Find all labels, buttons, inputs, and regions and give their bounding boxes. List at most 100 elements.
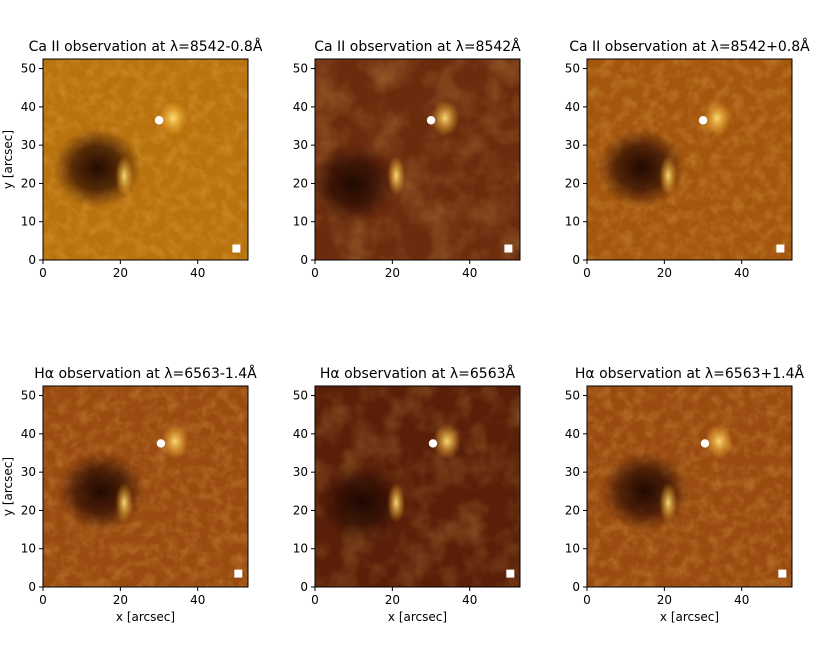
x-tick-label: 20 (657, 593, 672, 607)
x-tick-label: 40 (462, 266, 477, 280)
sunspot-umbra (601, 451, 690, 532)
sunspot-umbra (317, 462, 406, 543)
x-tick-label: 0 (583, 593, 591, 607)
x-tick-label: 20 (385, 266, 400, 280)
y-tick-label: 40 (565, 427, 580, 441)
y-tick-label: 10 (21, 542, 36, 556)
x-tick-label: 0 (39, 593, 47, 607)
panel-title: Ca II observation at λ=8542Å (314, 38, 521, 55)
y-tick-label: 40 (565, 100, 580, 114)
y-tick-label: 10 (565, 215, 580, 229)
y-tick-label: 40 (21, 100, 36, 114)
panel-title: Ca II observation at λ=8542-0.8Å (29, 38, 263, 55)
image-area (315, 386, 520, 587)
y-tick-label: 30 (293, 465, 308, 479)
y-tick-label: 30 (21, 465, 36, 479)
panel-title: Hα observation at λ=6563-1.4Å (34, 365, 257, 382)
bright-ribbon (115, 482, 134, 523)
panel-6: Hα observation at λ=6563+1.4Å 0 20 40 0 10 20 3… (565, 365, 805, 624)
y-tick-label: 0 (572, 253, 580, 267)
y-tick-label: 50 (21, 62, 36, 76)
x-tick-label: 0 (39, 266, 47, 280)
circle-marker (426, 116, 436, 125)
square-marker (776, 244, 785, 253)
circle-marker (428, 439, 438, 448)
y-tick-label: 10 (293, 542, 308, 556)
image-area (587, 59, 792, 260)
x-axis-label: x [arcsec] (660, 610, 719, 624)
image-area (43, 386, 248, 587)
square-marker (506, 569, 515, 578)
x-tick-label: 20 (113, 266, 128, 280)
y-axis-label: y [arcsec] (1, 457, 15, 516)
x-tick-label: 40 (462, 593, 477, 607)
y-tick-label: 0 (28, 253, 36, 267)
x-axis-label: x [arcsec] (388, 610, 447, 624)
x-tick-label: 20 (113, 593, 128, 607)
y-tick-label: 0 (28, 580, 36, 594)
square-marker (778, 569, 787, 578)
circle-marker (156, 439, 166, 448)
image-area (587, 386, 792, 587)
y-tick-label: 20 (565, 503, 580, 517)
panel-title: Hα observation at λ=6563+1.4Å (575, 365, 805, 382)
bright-ribbon (431, 100, 460, 137)
square-marker (232, 244, 241, 253)
bright-ribbon (659, 482, 678, 523)
panel-5: Hα observation at λ=6563Å 0 20 40 0 10 20 30 40 5… (293, 365, 521, 624)
panel-3: Ca II observation at λ=8542+0.8Å 0 20 40 0 10… (565, 38, 810, 280)
square-marker (504, 244, 513, 253)
circle-marker (698, 116, 708, 125)
bright-ribbon (704, 423, 733, 460)
y-tick-label: 20 (21, 503, 36, 517)
panel-4: Hα observation at λ=6563-1.4Å 0 20 40 0 10 20 3… (1, 365, 257, 624)
y-tick-label: 30 (293, 138, 308, 152)
y-tick-label: 10 (565, 542, 580, 556)
axes-frame (314, 58, 521, 261)
x-tick-label: 20 (657, 266, 672, 280)
y-tick-label: 30 (21, 138, 36, 152)
bright-ribbon (703, 100, 732, 137)
bright-ribbon (387, 482, 406, 523)
bright-ribbon (659, 155, 678, 196)
y-tick-label: 20 (565, 176, 580, 190)
y-tick-label: 0 (300, 253, 308, 267)
y-tick-label: 20 (293, 503, 308, 517)
panel-title: Ca II observation at λ=8542+0.8Å (569, 38, 810, 55)
circle-marker (700, 439, 710, 448)
panel-2: Ca II observation at λ=8542Å 0 20 40 0 10 20 30… (293, 38, 521, 280)
bright-ribbon (115, 155, 134, 196)
panel-1: Ca II observation at λ=8542-0.8Å 0 20 40 0 10… (1, 38, 263, 280)
y-axis-label: y [arcsec] (1, 130, 15, 189)
y-tick-label: 0 (300, 580, 308, 594)
x-tick-label: 0 (311, 593, 319, 607)
y-tick-label: 20 (21, 176, 36, 190)
square-marker (234, 569, 243, 578)
x-axis-label: x [arcsec] (116, 610, 175, 624)
panel-title: Hα observation at λ=6563Å (320, 365, 516, 382)
bright-ribbon (160, 423, 189, 460)
circle-marker (154, 116, 164, 125)
image-area (315, 59, 520, 260)
x-tick-label: 0 (583, 266, 591, 280)
y-tick-label: 30 (565, 138, 580, 152)
bright-ribbon (432, 423, 461, 460)
x-tick-label: 20 (385, 593, 400, 607)
y-tick-label: 20 (293, 176, 308, 190)
y-tick-label: 50 (293, 389, 308, 403)
y-tick-label: 40 (21, 427, 36, 441)
x-tick-label: 40 (190, 266, 205, 280)
y-tick-label: 0 (572, 580, 580, 594)
y-tick-label: 10 (293, 215, 308, 229)
image-area (43, 59, 248, 260)
y-tick-label: 50 (21, 389, 36, 403)
axes-frame (586, 385, 793, 588)
x-tick-label: 40 (734, 266, 749, 280)
x-tick-label: 40 (190, 593, 205, 607)
y-tick-label: 50 (565, 62, 580, 76)
y-tick-label: 30 (565, 465, 580, 479)
axes-frame (42, 58, 249, 261)
sunspot-umbra (57, 451, 146, 532)
y-tick-label: 40 (293, 427, 308, 441)
